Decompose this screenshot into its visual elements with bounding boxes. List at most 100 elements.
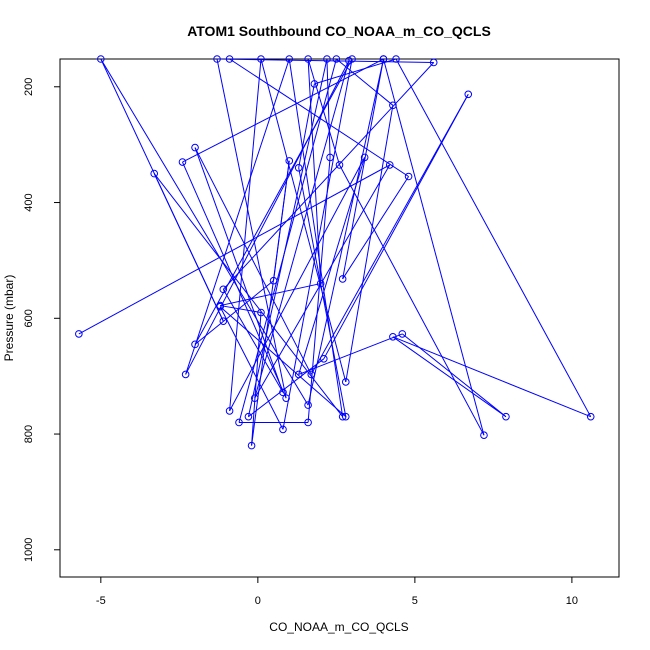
data-point [285,55,294,63]
series-segment [298,83,315,168]
series-segment [401,333,507,418]
series-segment [78,164,390,335]
data-point [244,412,253,421]
series-segment [392,336,507,418]
data-point [257,55,265,63]
series-segment [260,59,347,383]
data-point [75,330,83,338]
series-segment [310,94,469,375]
x-tick-label: -5 [96,595,106,607]
data-point [379,55,388,63]
data-point [332,55,341,63]
series-segment [229,59,409,177]
plot-frame [59,58,620,578]
data-point [279,388,287,397]
series-segment [298,157,366,375]
series-segment [288,59,344,417]
y-tick-label: 200 [23,78,35,96]
data-point [279,425,287,434]
data-point [464,90,473,99]
series-segment [194,59,353,345]
series-segment [220,283,321,307]
series-segment [326,59,331,158]
data-point [235,418,243,427]
data-point [285,157,294,165]
series-segment [220,305,262,313]
series-lines [78,59,592,446]
series-segment [298,167,347,417]
series-segment [336,59,394,106]
data-point [257,308,265,317]
data-point [335,161,344,169]
series-segment [342,59,384,280]
data-point [247,441,256,450]
data-point [213,55,221,63]
data-point [404,172,413,181]
data-point [97,55,105,63]
series-segment [194,280,274,345]
data-point [389,101,397,110]
data-point [323,55,331,63]
chart-title: ATOM1 Southbound CO_NOAA_m_CO_QCLS [187,23,491,39]
series-segment [339,164,485,436]
series-segment [216,59,287,399]
data-point [304,401,312,409]
data-point [250,394,259,402]
series-segment [395,59,592,417]
x-axis: -5 0 5 10 [96,577,578,607]
y-tick-label: 400 [23,193,35,211]
data-point [326,153,334,162]
series-segment [219,306,347,418]
data-point [341,378,350,386]
series-segment [247,59,328,417]
data-point [269,276,278,285]
series-segment [307,157,331,423]
data-point [225,55,234,63]
data-point [191,143,199,152]
series-segment [298,333,403,375]
series-segment [194,147,312,375]
series-segment [222,289,284,393]
series-segment [392,336,591,418]
y-axis: 200 400 600 800 1000 [23,78,60,562]
series-segment [219,306,284,430]
x-tick-label: 0 [255,595,261,607]
series-segment [307,59,340,166]
data-point [341,412,350,421]
data-point [319,355,328,363]
y-axis-label: Pressure (mbar) [2,275,16,362]
data-point [338,412,347,421]
series-segment [282,59,353,430]
y-tick-label: 1000 [23,538,35,562]
x-axis-label: CO_NOAA_m_CO_QCLS [269,620,408,634]
data-point [219,317,228,325]
data-point [392,55,400,63]
y-tick-label: 600 [23,309,35,327]
series-segment [182,59,384,163]
series-segment [185,59,290,375]
x-tick-label: 10 [566,595,578,607]
data-point [178,158,187,166]
data-point [307,370,316,379]
series-segment [194,147,284,393]
series-segment [248,358,325,418]
data-point [304,418,312,427]
series-segment [307,59,384,406]
data-point [191,340,199,349]
series-segment [100,59,224,322]
series-segment [100,59,309,406]
data-point [502,412,510,421]
series-segment [251,160,290,446]
data-point [348,55,356,63]
x-tick-label: 5 [412,595,418,607]
series-segment [345,105,394,383]
data-point [338,275,347,283]
data-point [398,330,407,338]
data-point [294,164,303,172]
series-segment [323,94,469,360]
series-segment [251,312,262,446]
data-point [150,169,159,178]
series-segment [342,176,410,280]
data-point [216,301,224,310]
